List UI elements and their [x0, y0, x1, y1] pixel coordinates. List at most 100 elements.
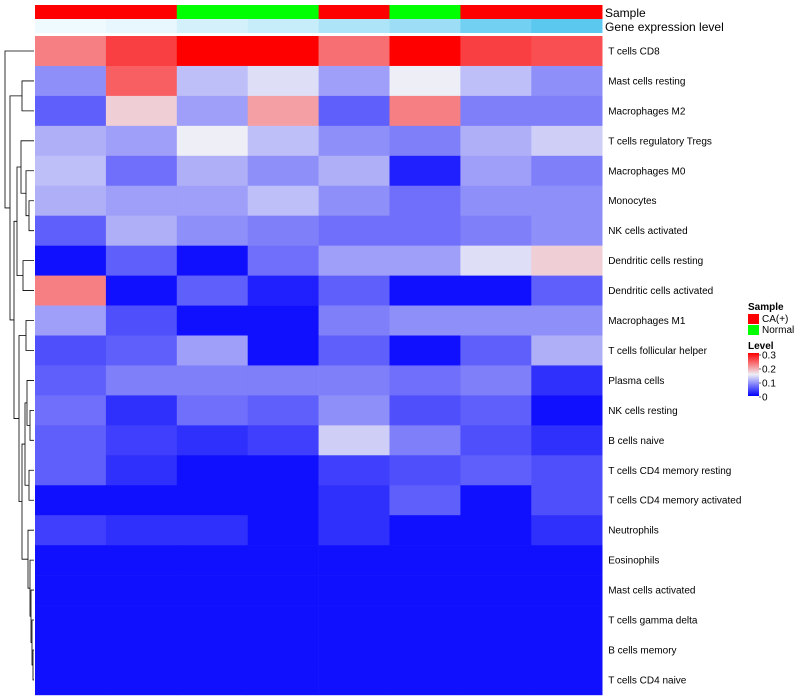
- heatmap-cell: [531, 545, 603, 576]
- heatmap-cell: [318, 455, 390, 486]
- legend-level-ticks: 0.3 0.2 0.1 0: [759, 351, 776, 404]
- dendrogram-branch: [28, 200, 34, 232]
- heatmap-cell: [389, 545, 461, 576]
- dendrogram-branch: [26, 380, 34, 426]
- heatmap-cell: [389, 215, 461, 246]
- heatmap-cell: [247, 545, 319, 576]
- heatmap-cell: [389, 455, 461, 486]
- heatmap-cell: [389, 664, 461, 696]
- heatmap-cell: [318, 395, 390, 426]
- legend-sample-entries: CA(+)Normal: [748, 314, 794, 336]
- heatmap-cell: [247, 305, 319, 336]
- dendrogram-branch: [13, 220, 19, 419]
- heatmap-cell: [460, 305, 532, 336]
- heatmap-cell: [460, 395, 532, 426]
- sample-annotation-cell: [105, 5, 178, 19]
- heatmap-cell: [318, 36, 390, 67]
- heatmap-cell: [35, 605, 107, 636]
- heatmap-cell: [318, 365, 390, 396]
- heatmap-cell: [318, 215, 390, 246]
- heatmap-cell: [531, 425, 603, 456]
- row-label: NK cells resting: [608, 406, 677, 417]
- heatmap-cell: [105, 65, 178, 97]
- heatmap-cell: [35, 215, 107, 246]
- row-label: T cells CD8: [608, 46, 660, 57]
- row-label: T cells CD4 naive: [608, 675, 687, 686]
- heatmap-cell: [35, 305, 107, 336]
- row-label: Macrophages M1: [608, 316, 686, 327]
- heatmap-cell: [531, 664, 603, 696]
- heatmap-cell: [531, 185, 603, 216]
- heatmap-cell: [460, 125, 532, 157]
- heatmap-cell: [531, 215, 603, 246]
- heatmap-cell: [35, 185, 107, 216]
- row-label: Mast cells resting: [608, 76, 685, 87]
- heatmap-cell: [35, 425, 107, 456]
- heatmap-cell: [35, 485, 107, 516]
- heatmap-cell: [460, 335, 532, 366]
- heatmap-cell: [176, 605, 248, 636]
- heatmap-cell: [531, 155, 603, 187]
- heatmap-cell: [460, 455, 532, 486]
- heatmap-cell: [318, 335, 390, 366]
- row-label: Dendritic cells resting: [608, 256, 703, 267]
- heatmap-cell: [460, 664, 532, 696]
- heatmap-cell: [247, 95, 319, 127]
- gene-expression-annotation-cell: [105, 19, 178, 33]
- dendrogram-branch: [25, 320, 34, 351]
- heatmap-cell: [318, 545, 390, 576]
- legend-level-colorbar: [748, 353, 759, 396]
- heatmap-cell: [389, 125, 461, 157]
- heatmap-cell: [247, 215, 319, 246]
- row-label: Mast cells activated: [608, 586, 695, 597]
- row-label: Plasma cells: [608, 376, 664, 387]
- sample-annotation-cell: [389, 5, 461, 19]
- heatmap-cell: [247, 664, 319, 696]
- heatmap-cell: [105, 365, 178, 396]
- legend-level-title: Level: [748, 341, 774, 352]
- heatmap-cell: [176, 575, 248, 606]
- heatmap-cell: [531, 455, 603, 486]
- heatmap-cell: [389, 515, 461, 546]
- row-label: B cells memory: [608, 645, 676, 656]
- heatmap-cell: [176, 275, 248, 306]
- heatmap-cell: [318, 575, 390, 606]
- heatmap-cell: [176, 485, 248, 516]
- heatmap-cell: [247, 65, 319, 97]
- heatmap-cell: [247, 365, 319, 396]
- row-label: Neutrophils: [608, 526, 659, 537]
- sample-annotation-cell: [35, 5, 107, 19]
- dendrogram-branch: [25, 170, 34, 217]
- heatmap-cell: [105, 575, 178, 606]
- heatmap-cell: [105, 545, 178, 576]
- heatmap-cell: [389, 185, 461, 216]
- heatmap-cell: [176, 335, 248, 366]
- heatmap-cell: [105, 155, 178, 187]
- heatmap-cell: [105, 245, 178, 276]
- heatmap-cell: [176, 95, 248, 127]
- sample-annotation-cell: [318, 5, 390, 19]
- dendrogram-branch: [4, 50, 34, 209]
- dendrogram-branch: [21, 80, 34, 112]
- heatmap-cell: [531, 335, 603, 366]
- heatmap-cell: [460, 635, 532, 666]
- heatmap-cell: [460, 95, 532, 127]
- heatmap-cell: [460, 545, 532, 576]
- row-label: T cells regulatory Tregs: [608, 136, 712, 147]
- legend-tick-label: 0.1: [762, 379, 776, 390]
- gene-expression-annotation-bar: [35, 19, 603, 33]
- heatmap-cell: [247, 395, 319, 426]
- heatmap-cell: [531, 245, 603, 276]
- legend-tick-label: 0.2: [762, 365, 776, 376]
- heatmap-cell: [318, 125, 390, 157]
- heatmap-cell: [318, 485, 390, 516]
- heatmap-cell: [105, 664, 178, 696]
- heatmap-cell: [389, 635, 461, 666]
- row-label: NK cells activated: [608, 226, 687, 237]
- heatmap-cell: [531, 575, 603, 606]
- heatmap-cell: [105, 36, 178, 67]
- heatmap-cell: [389, 365, 461, 396]
- heatmap-cell: [531, 515, 603, 546]
- heatmap-cell: [318, 515, 390, 546]
